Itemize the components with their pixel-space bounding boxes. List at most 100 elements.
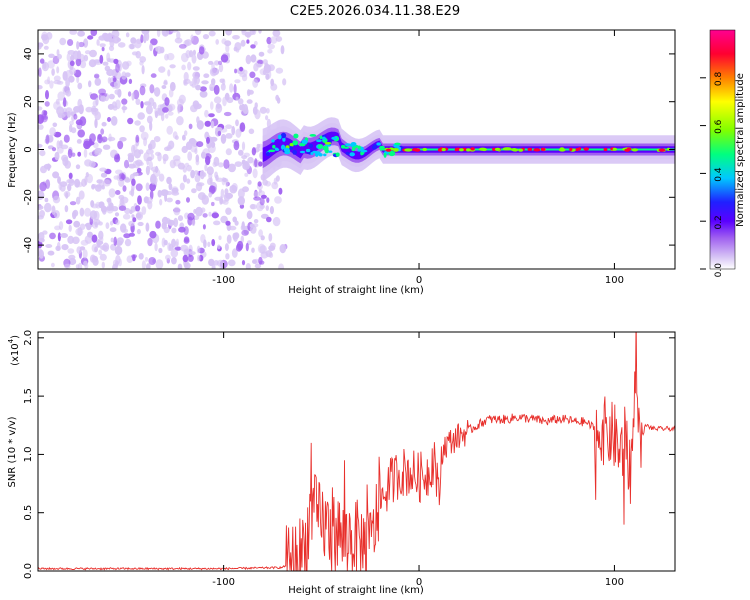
colorbar-tick-label: 0.6 (714, 119, 724, 134)
heatmap-cell (44, 202, 52, 213)
heatmap-cell (137, 195, 142, 205)
heatmap-cell (135, 134, 140, 143)
heatmap-cell (328, 150, 333, 153)
heatmap-cell (235, 119, 239, 127)
snr-y-multiplier-base: (x10 (10, 343, 21, 366)
heatmap-cell (141, 65, 145, 75)
heatmap-cell (150, 153, 155, 160)
heatmap-cell (481, 147, 488, 152)
heatmap-cell (254, 263, 262, 269)
heatmap-cell (52, 122, 58, 128)
heatmap-cell (103, 179, 111, 187)
heatmap-cell (224, 243, 229, 252)
heatmap-cell (192, 66, 200, 71)
y-tick-label: 2.0 (23, 330, 34, 346)
heatmap-cell (114, 245, 123, 255)
heatmap-cell (73, 113, 78, 120)
heatmap-cell (533, 148, 541, 152)
heatmap-cell (146, 263, 151, 269)
heatmap-cell (148, 97, 155, 107)
heatmap-cell (246, 39, 250, 44)
heatmap-cell (131, 254, 138, 259)
heatmap-cell (67, 148, 73, 159)
heatmap-cell (72, 209, 79, 217)
heatmap-cell (234, 161, 243, 168)
heatmap-cell (98, 221, 103, 226)
heatmap-cell (52, 171, 60, 179)
heatmap-cell (49, 232, 56, 240)
heatmap-cell (108, 133, 112, 142)
heatmap-cell (192, 49, 196, 56)
heatmap-cell (257, 181, 262, 187)
heatmap-cell (213, 84, 220, 95)
heatmap-cell (206, 136, 210, 144)
heatmap-cell (624, 148, 630, 152)
heatmap-cell (170, 30, 179, 33)
heatmap-cell (46, 32, 53, 40)
heatmap-cell (280, 132, 287, 139)
heatmap-cell (57, 176, 61, 184)
heatmap-cell (76, 139, 82, 144)
heatmap-cell (322, 145, 329, 151)
heatmap-cell (559, 147, 565, 151)
heatmap-cell (259, 68, 268, 76)
heatmap-cell (149, 182, 157, 192)
colorbar: 0.0 0.2 0.4 0.6 0.8 Normalized spectral ampl… (700, 29, 746, 277)
heatmap-cell (279, 244, 287, 254)
heatmap-cell (267, 49, 273, 54)
heatmap-cell (144, 257, 149, 262)
heatmap-cell (100, 128, 105, 135)
heatmap-cell (53, 75, 61, 82)
heatmap-cell (127, 117, 134, 125)
heatmap-cell (527, 147, 533, 151)
heatmap-cell (277, 134, 282, 140)
heatmap-cell (47, 76, 51, 85)
heatmap-cell (251, 247, 255, 253)
heatmap-cell (62, 97, 67, 108)
heatmap-cell (265, 181, 271, 187)
heatmap-cell (96, 39, 100, 46)
heatmap-cell (164, 146, 170, 151)
heatmap-cell (177, 263, 183, 269)
heatmap-cell (141, 206, 147, 215)
heatmap-cell (39, 150, 46, 157)
heatmap-cell (161, 222, 167, 230)
heatmap-cell (75, 57, 82, 67)
heatmap-cell (93, 59, 101, 64)
heatmap-cell (136, 228, 141, 235)
heatmap-cell (145, 105, 153, 115)
heatmap-cell (176, 116, 184, 126)
heatmap-cell (272, 144, 276, 149)
heatmap-cell (211, 212, 219, 219)
heatmap-cell (175, 199, 181, 205)
heatmap-cell (116, 37, 122, 42)
heatmap-cell (518, 148, 524, 152)
heatmap-cell (44, 197, 49, 203)
heatmap-cell (131, 92, 135, 101)
heatmap-cell (201, 80, 209, 85)
heatmap-cell (258, 161, 263, 167)
heatmap-cell (231, 125, 236, 136)
heatmap-cell (360, 149, 368, 153)
heatmap-cell (171, 187, 179, 193)
heatmap-cell (111, 30, 120, 39)
heatmap-cell (260, 194, 267, 199)
heatmap-cell (128, 232, 135, 237)
heatmap-cell (138, 149, 144, 155)
heatmap-cell (266, 216, 272, 223)
heatmap-cell (107, 117, 111, 122)
heatmap-cell (184, 39, 192, 46)
heatmap-cell (92, 222, 99, 229)
heatmap-cell (232, 232, 237, 240)
heatmap-cell (215, 39, 219, 45)
heatmap-cell (54, 225, 61, 231)
heatmap-cell (191, 54, 197, 64)
heatmap-cell (228, 259, 236, 267)
heatmap-cell (171, 257, 177, 265)
heatmap-cell (64, 205, 69, 213)
heatmap-cell (91, 243, 99, 253)
heatmap-cell (257, 63, 261, 68)
heatmap-cell (202, 224, 206, 230)
heatmap-cell (53, 101, 61, 110)
heatmap-cell (109, 220, 114, 226)
